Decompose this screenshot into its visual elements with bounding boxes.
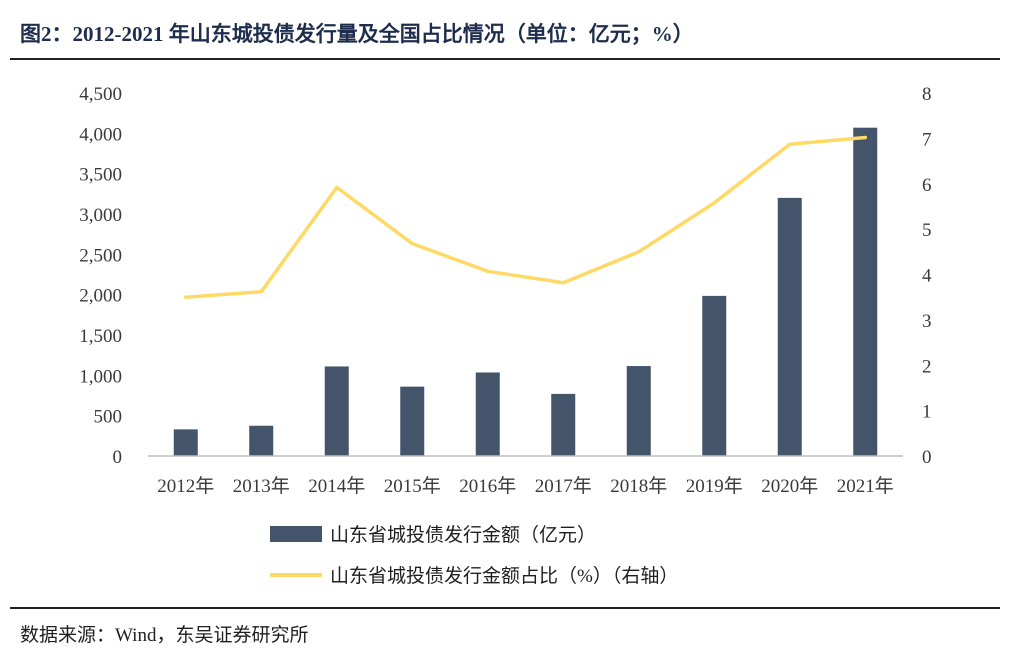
x-tick-label: 2012年 [157, 475, 214, 497]
x-tick-label: 2015年 [384, 475, 441, 497]
left-tick-label: 3,000 [79, 205, 122, 226]
bar [400, 386, 425, 456]
x-tick-label: 2014年 [308, 475, 365, 497]
left-tick-label: 4,000 [79, 124, 122, 145]
left-tick-label: 3,500 [79, 165, 122, 186]
left-tick-label: 1,500 [79, 326, 122, 347]
right-tick-label: 6 [922, 175, 932, 196]
x-tick-label: 2013年 [233, 475, 290, 497]
source-note: 数据来源：Wind，东吴证券研究所 [20, 625, 309, 646]
left-tick-label: 1,000 [79, 366, 122, 387]
right-axis: 0 1 2 3 4 5 6 7 8 [922, 84, 932, 468]
right-tick-label: 3 [922, 311, 932, 332]
top-rule [10, 58, 1000, 60]
bar [626, 366, 651, 456]
legend-label-line: 山东省城投债发行金额占比（%）（右轴） [330, 565, 678, 587]
right-tick-label: 8 [922, 84, 932, 105]
left-axis: 0 500 1,000 1,500 2,000 2,500 3,000 3,500 4,000 4… [79, 84, 122, 468]
bottom-rule [10, 607, 1000, 609]
x-tick-label: 2020年 [761, 475, 818, 497]
chart-title: 图2：2012-2021 年山东城投债发行量及全国占比情况（单位：亿元；%） [20, 22, 694, 46]
right-tick-label: 2 [922, 356, 932, 377]
left-tick-label: 2,000 [79, 286, 122, 307]
bar [249, 425, 274, 456]
x-axis: 2012年 2013年 2014年 2015年 2016年 2017年 2018年 2019年… [157, 475, 894, 497]
legend: 山东省城投债发行金额（亿元） 山东省城投债发行金额占比（%）（右轴） [270, 524, 678, 587]
left-tick-label: 2,500 [79, 245, 122, 266]
bar [324, 366, 349, 456]
line-path [184, 135, 868, 299]
bar [702, 295, 727, 456]
right-tick-label: 0 [922, 447, 932, 468]
x-tick-label: 2019年 [686, 475, 743, 497]
bar [853, 127, 878, 456]
bar [475, 372, 500, 456]
right-tick-label: 4 [922, 266, 932, 287]
left-tick-label: 500 [94, 407, 123, 428]
x-tick-label: 2021年 [837, 475, 894, 497]
line-series [184, 135, 868, 299]
x-tick-label: 2017年 [535, 475, 592, 497]
right-tick-label: 1 [922, 402, 932, 423]
left-tick-label: 0 [113, 447, 123, 468]
bar-series [173, 127, 878, 456]
bar [173, 429, 198, 456]
bar [551, 393, 576, 456]
right-tick-label: 5 [922, 220, 932, 241]
x-tick-label: 2018年 [610, 475, 667, 497]
legend-swatch-bar [270, 526, 322, 542]
left-tick-label: 4,500 [79, 84, 122, 105]
legend-label-bar: 山东省城投债发行金额（亿元） [330, 524, 596, 546]
bar [777, 197, 802, 456]
right-tick-label: 7 [922, 129, 932, 150]
chart: 0 500 1,000 1,500 2,000 2,500 3,000 3,500 4,000 4… [79, 84, 932, 587]
x-tick-label: 2016年 [459, 475, 516, 497]
